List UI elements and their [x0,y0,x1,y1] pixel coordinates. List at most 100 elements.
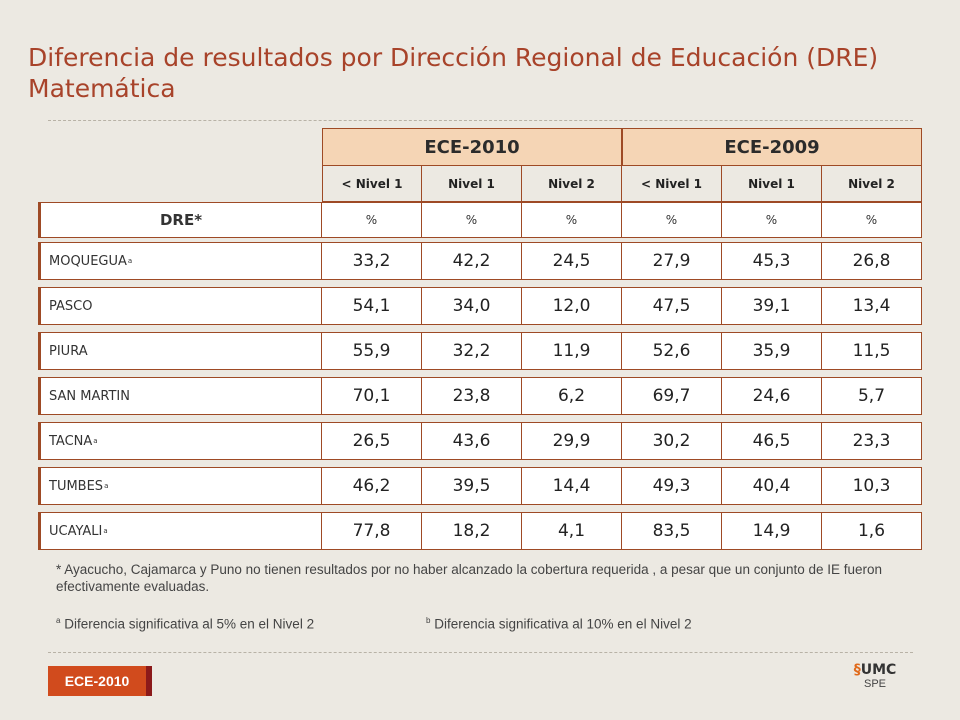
group-header-ece-2010: ECE-2010 [322,128,622,166]
group-header-ece-2009: ECE-2009 [622,128,922,166]
value-cell: 43,6 [422,422,522,460]
level-header: < Nivel 1 [322,166,422,202]
unit-cell: % [422,202,522,238]
footnote-a-text: Diferencia significativa al 5% en el Niv… [60,616,315,632]
ece-badge: ECE-2010 [48,666,152,696]
umc-logo: §UMC SPE [850,662,900,690]
value-cell: 10,3 [822,467,922,505]
value-cell: 32,2 [422,332,522,370]
unit-cell: % [822,202,922,238]
value-cell: 55,9 [322,332,422,370]
dre-name-pasco: PASCO [38,287,322,325]
dre-name-text: PASCO [49,298,93,314]
table-row: PIURA 55,9 32,2 11,9 52,6 35,9 11,5 [38,332,922,370]
value-cell: 12,0 [522,287,622,325]
value-cell: 27,9 [622,242,722,280]
significance-marker: a [103,527,108,535]
group-header-row: ECE-2010 ECE-2009 [38,128,922,166]
footnote-b-text: Diferencia significativa al 10% en el Ni… [430,616,692,632]
level-header: Nivel 2 [822,166,922,202]
value-cell: 14,9 [722,512,822,550]
value-cell: 13,4 [822,287,922,325]
value-cell: 40,4 [722,467,822,505]
value-cell: 83,5 [622,512,722,550]
slide-title: Diferencia de resultados por Dirección R… [28,43,879,103]
footnote-a: a Diferencia significativa al 5% en el N… [56,612,314,633]
dre-name-tumbes: TUMBES a [38,467,322,505]
value-cell: 11,9 [522,332,622,370]
dre-name-tacna: TACNA a [38,422,322,460]
value-cell: 23,8 [422,377,522,415]
unit-row: DRE*%%%%%% [38,202,922,238]
value-cell: 47,5 [622,287,722,325]
footnote-b-marker: b [426,616,431,625]
significance-marker: a [93,437,98,445]
value-cell: 70,1 [322,377,422,415]
value-cell: 34,0 [422,287,522,325]
value-cell: 6,2 [522,377,622,415]
value-cell: 77,8 [322,512,422,550]
dre-name-piura: PIURA [38,332,322,370]
value-cell: 52,6 [622,332,722,370]
table-row: MOQUEGUA a 33,2 42,2 24,5 27,9 45,3 26,8 [38,242,922,280]
value-cell: 54,1 [322,287,422,325]
significance-marker: a [104,482,109,490]
table-row: TACNA a 26,5 43,6 29,9 30,2 46,5 23,3 [38,422,922,460]
value-cell: 46,2 [322,467,422,505]
dre-name-san-martin: SAN MARTIN [38,377,322,415]
value-cell: 35,9 [722,332,822,370]
value-cell: 26,5 [322,422,422,460]
dre-name-text: PIURA [49,343,88,359]
bottom-divider [48,652,913,653]
level-header: Nivel 1 [422,166,522,202]
value-cell: 24,5 [522,242,622,280]
footnote-a-marker: a [56,616,61,625]
value-cell: 30,2 [622,422,722,460]
top-divider [48,120,913,121]
unit-cell: % [322,202,422,238]
significance-marker: a [127,257,133,265]
dre-name-text: MOQUEGUA [49,253,127,269]
table-row: TUMBES a 46,2 39,5 14,4 49,3 40,4 10,3 [38,467,922,505]
value-cell: 45,3 [722,242,822,280]
value-cell: 1,6 [822,512,922,550]
value-cell: 11,5 [822,332,922,370]
level-header: < Nivel 1 [622,166,722,202]
dre-name-text: TUMBES [49,478,104,494]
table-row: SAN MARTIN 70,1 23,8 6,2 69,7 24,6 5,7 [38,377,922,415]
dre-name-text: SAN MARTIN [49,388,130,404]
dre-name-text: TACNA [49,433,93,449]
value-cell: 18,2 [422,512,522,550]
dre-header: DRE* [38,202,322,238]
spe-label: SPE [863,678,886,690]
value-cell: 33,2 [322,242,422,280]
value-cell: 69,7 [622,377,722,415]
umc-logo-text: UMC [860,662,897,678]
value-cell: 14,4 [522,467,622,505]
dre-name-ucayali: UCAYALI a [38,512,322,550]
table-row: UCAYALI a 77,8 18,2 4,1 83,5 14,9 1,6 [38,512,922,550]
value-cell: 46,5 [722,422,822,460]
value-cell: 4,1 [522,512,622,550]
value-cell: 26,8 [822,242,922,280]
value-cell: 24,6 [722,377,822,415]
value-cell: 42,2 [422,242,522,280]
dre-name-text: UCAYALI [49,523,103,539]
unit-cell: % [622,202,722,238]
value-cell: 29,9 [522,422,622,460]
level-header: Nivel 1 [722,166,822,202]
unit-cell: % [522,202,622,238]
footnote-main: * Ayacucho, Cajamarca y Puno no tienen r… [56,562,883,594]
unit-cell: % [722,202,822,238]
level-header: Nivel 2 [522,166,622,202]
value-cell: 5,7 [822,377,922,415]
dre-name-moquegua: MOQUEGUA a [38,242,322,280]
umc-swirl-icon: § [853,662,861,678]
value-cell: 23,3 [822,422,922,460]
value-cell: 49,3 [622,467,722,505]
value-cell: 39,5 [422,467,522,505]
table-row: PASCO 54,1 34,0 12,0 47,5 39,1 13,4 [38,287,922,325]
footnote-b: b Diferencia significativa al 10% en el … [426,612,692,633]
value-cell: 39,1 [722,287,822,325]
